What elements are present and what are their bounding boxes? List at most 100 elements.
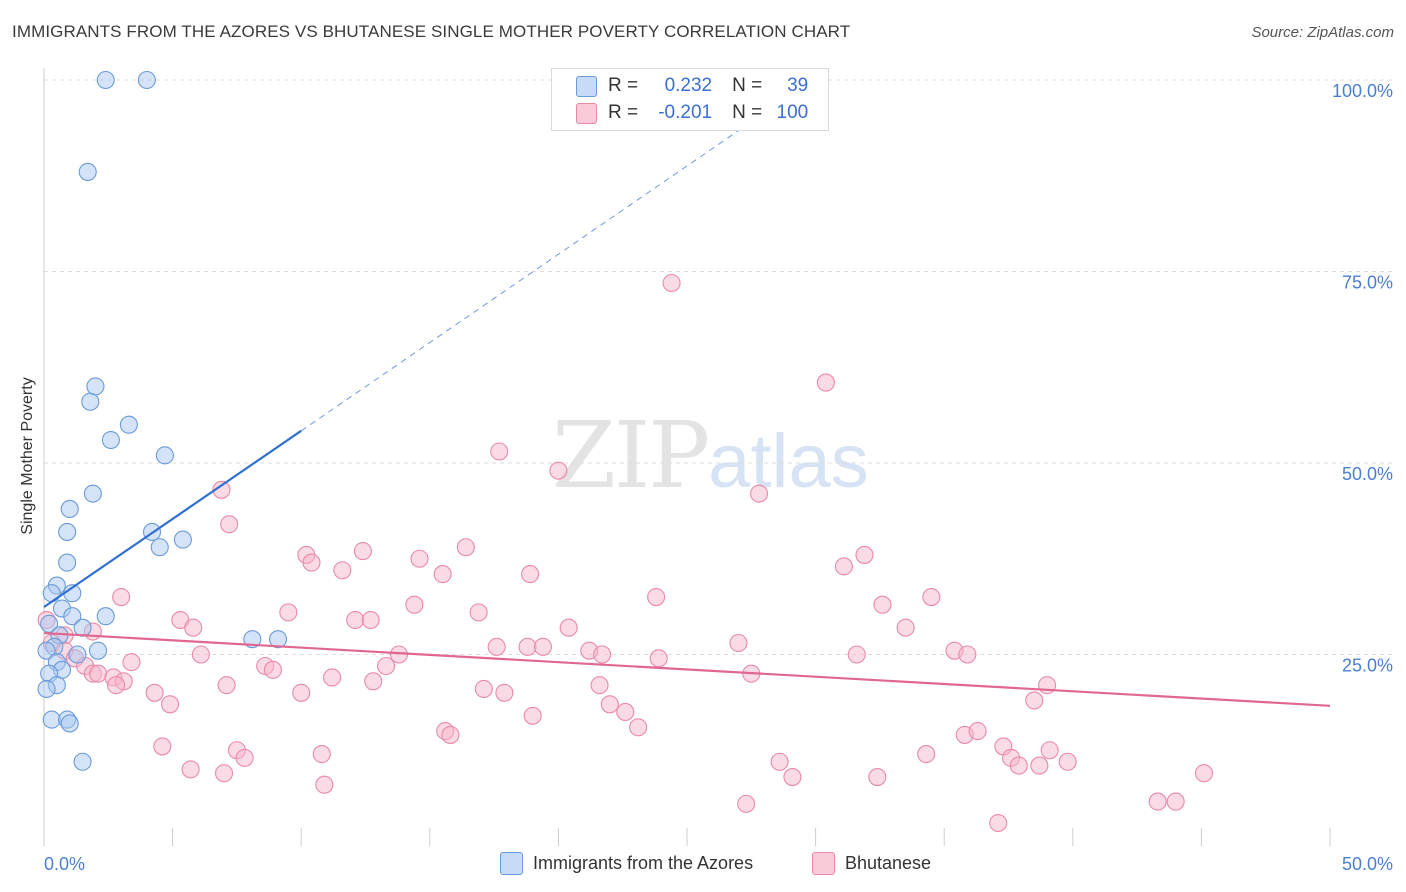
data-point xyxy=(346,610,365,630)
watermark-zip: ZIP xyxy=(552,402,710,509)
data-point xyxy=(456,538,475,557)
data-point xyxy=(593,645,612,664)
data-point xyxy=(243,630,262,649)
data-point xyxy=(269,630,288,649)
data-point xyxy=(361,610,380,630)
y-tick-label: 100.0% xyxy=(1332,81,1393,101)
legend-n-label: N = xyxy=(732,75,763,96)
data-point xyxy=(73,752,92,771)
bottom-legend-swatch-azores xyxy=(500,852,523,875)
bottom-legend-swatch-bhutanese xyxy=(812,852,835,875)
data-point xyxy=(37,679,56,699)
data-point xyxy=(312,745,331,764)
axes xyxy=(43,68,1331,846)
data-point xyxy=(122,653,141,672)
watermark: ZIPatlas xyxy=(552,402,869,509)
data-point xyxy=(42,584,61,603)
source-label: Source: ZipAtlas.com xyxy=(1251,24,1394,41)
data-point xyxy=(377,656,396,676)
trend-line-bhutanese xyxy=(43,631,1331,707)
data-point xyxy=(145,683,164,702)
data-point xyxy=(323,668,342,687)
data-point xyxy=(518,637,537,656)
data-point xyxy=(749,484,769,503)
data-point xyxy=(629,718,648,737)
data-point xyxy=(214,764,234,783)
legend-r-label: R = xyxy=(608,75,639,96)
data-point xyxy=(83,484,102,503)
data-point xyxy=(559,618,578,637)
data-point xyxy=(1040,741,1059,760)
data-point xyxy=(155,446,174,465)
legend-n-value: 100 xyxy=(776,102,809,123)
data-point xyxy=(235,748,254,767)
bottom-legend-label-azores: Immigrants from the Azores xyxy=(533,853,754,873)
data-point xyxy=(922,587,941,607)
data-point xyxy=(433,565,452,584)
data-point xyxy=(73,618,92,637)
data-point xyxy=(469,603,488,622)
data-point xyxy=(42,710,61,729)
data-point xyxy=(279,603,298,622)
data-point xyxy=(495,683,514,702)
data-point xyxy=(968,722,987,741)
x-tick-label: 0.0% xyxy=(44,854,85,874)
watermark-atlas: atlas xyxy=(708,419,869,504)
data-point xyxy=(729,633,748,653)
data-point xyxy=(816,373,835,392)
x-tick-label: 50.0% xyxy=(1342,854,1393,874)
data-point xyxy=(616,702,635,722)
data-point xyxy=(441,725,460,744)
data-point xyxy=(63,607,82,626)
legend-swatch-azores xyxy=(576,75,597,97)
data-point xyxy=(60,714,79,733)
trend-line-azores xyxy=(43,429,302,608)
y-tick-label: 50.0% xyxy=(1342,464,1393,484)
data-point xyxy=(490,442,509,461)
data-point xyxy=(549,461,568,480)
data-point xyxy=(212,480,231,499)
trend-line-azores-extension xyxy=(300,94,791,432)
data-point xyxy=(834,557,853,576)
data-point xyxy=(60,499,79,519)
data-point xyxy=(160,695,180,714)
data-point xyxy=(101,430,120,450)
data-point xyxy=(78,162,97,181)
data-point xyxy=(217,676,236,695)
data-point xyxy=(647,587,666,607)
data-point xyxy=(68,645,87,664)
data-point xyxy=(1148,792,1167,811)
data-point xyxy=(873,595,892,614)
data-point xyxy=(86,377,105,396)
data-point xyxy=(353,542,372,561)
legend-r-value: -0.201 xyxy=(658,102,713,123)
data-point xyxy=(58,522,77,541)
data-point xyxy=(662,273,681,293)
legend-row-bhutanese: R = -0.201 N = 100 xyxy=(576,101,808,125)
data-point xyxy=(150,538,169,557)
trend-lines xyxy=(43,94,1331,707)
chart-title: IMMIGRANTS FROM THE AZORES VS BHUTANESE … xyxy=(12,22,851,41)
data-point xyxy=(112,587,131,607)
data-point xyxy=(1166,792,1185,811)
legend-r-value: 0.232 xyxy=(664,75,713,96)
data-point xyxy=(1058,752,1077,771)
data-point xyxy=(333,561,352,580)
data-point xyxy=(37,641,56,660)
data-point xyxy=(96,70,115,90)
data-point xyxy=(783,768,802,787)
data-point xyxy=(989,813,1008,833)
correlation-legend: R = 0.232 N = 39 R = -0.201 N = 100 xyxy=(551,68,829,131)
data-point xyxy=(119,415,138,434)
data-point xyxy=(106,676,126,695)
grid-lines xyxy=(44,79,1392,655)
data-point xyxy=(220,515,239,534)
data-point xyxy=(1030,756,1049,775)
data-point xyxy=(364,672,383,691)
bottom-legend-bhutanese: Bhutanese xyxy=(812,852,931,875)
data-point xyxy=(405,595,424,614)
data-point xyxy=(896,618,915,637)
data-point xyxy=(958,645,977,664)
data-point xyxy=(88,664,108,683)
